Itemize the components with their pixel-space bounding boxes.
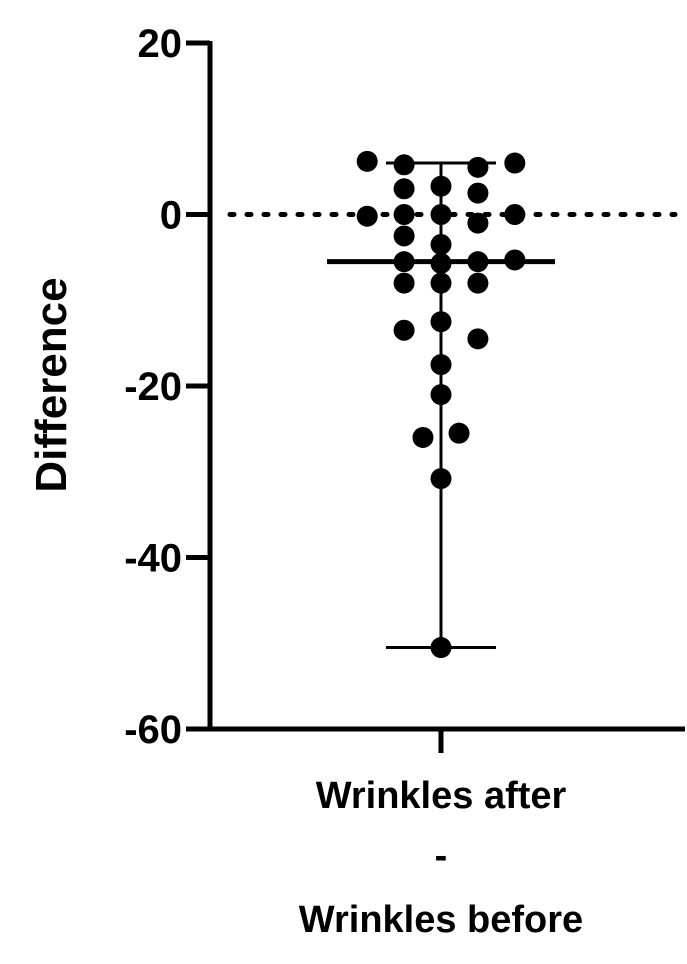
data-point: [393, 204, 415, 225]
data-point: [467, 328, 489, 350]
y-tick-label: -60: [124, 708, 182, 752]
data-point: [430, 311, 452, 333]
data-point: [467, 156, 489, 178]
data-point: [448, 422, 470, 444]
data-point: [430, 234, 452, 256]
data-point: [430, 354, 452, 376]
data-point: [393, 251, 415, 273]
y-tick-label: 20: [138, 22, 183, 66]
x-axis-category: Wrinkles after - Wrinkles before: [299, 775, 583, 941]
data-point: [430, 272, 452, 294]
data-point: [430, 384, 452, 406]
data-point: [393, 178, 415, 200]
data-point: [430, 252, 452, 274]
data-point: [504, 204, 526, 225]
y-tick-label: -20: [124, 365, 182, 409]
data-point: [467, 272, 489, 294]
data-point: [393, 319, 415, 341]
data-point: [504, 249, 526, 271]
data-point: [393, 225, 415, 247]
data-point: [467, 182, 489, 204]
data-point: [393, 154, 415, 176]
data-points: [356, 150, 526, 659]
data-point: [430, 204, 452, 225]
data-point: [430, 175, 452, 197]
data-point: [430, 468, 452, 490]
y-axis: 20 0 -20 -40 -60: [124, 22, 685, 753]
y-axis-title: Difference: [27, 277, 76, 492]
x-category-label-line: Wrinkles before: [299, 899, 583, 941]
data-point: [356, 150, 378, 172]
data-point: [430, 637, 452, 659]
y-tick-label: -40: [124, 537, 182, 581]
data-point: [467, 251, 489, 273]
data-point: [412, 426, 434, 448]
data-point: [504, 152, 526, 174]
data-point: [393, 272, 415, 294]
x-category-label-line: -: [435, 835, 448, 877]
data-point: [356, 205, 378, 227]
x-category-label-line: Wrinkles after: [316, 775, 567, 817]
y-tick-label: 0: [160, 194, 182, 238]
data-point: [467, 212, 489, 234]
